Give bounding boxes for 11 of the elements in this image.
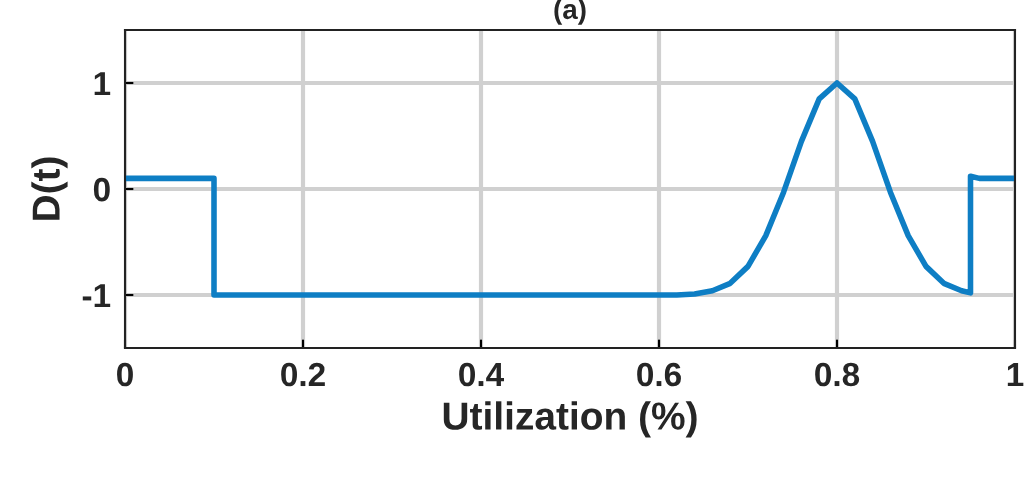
x-axis-title: Utilization (%) — [443, 401, 697, 438]
y-tick-label: -1 — [82, 284, 111, 308]
x-tick-label: 0 — [117, 362, 133, 387]
y-tick-label: 1 — [94, 72, 111, 96]
x-tick-label: 0.2 — [281, 362, 325, 387]
y-axis-title: D(t) — [31, 157, 68, 220]
x-tick-label: 1 — [1007, 363, 1024, 387]
x-tick-label: 0.4 — [459, 362, 504, 387]
x-tick-label: 0.8 — [815, 362, 860, 387]
x-tick-label: 0.6 — [637, 362, 681, 387]
y-tick-label: 0 — [93, 177, 110, 202]
